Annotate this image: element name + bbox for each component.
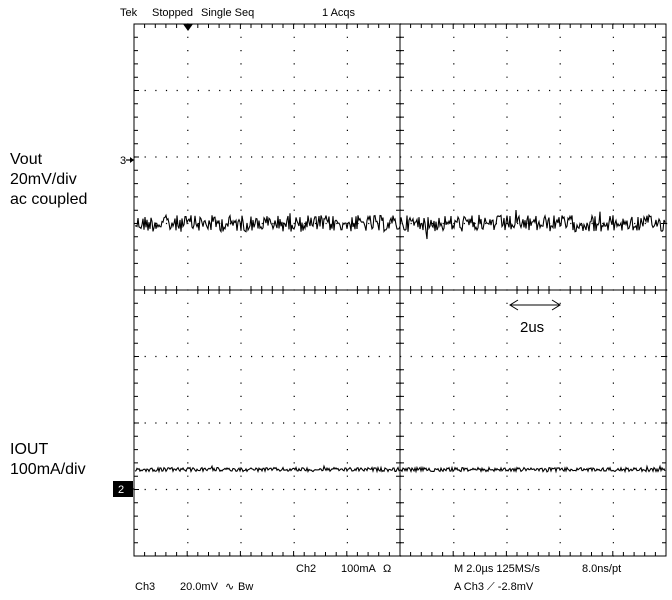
ch2-unit: Ω bbox=[383, 563, 391, 575]
vout-label: Vout 20mV/div ac coupled bbox=[10, 150, 87, 210]
ch3-scale: 20.0mV bbox=[180, 581, 219, 593]
ch2-marker: 2 bbox=[113, 481, 134, 497]
trigger-position-marker bbox=[183, 24, 193, 31]
brand-label: Tek bbox=[120, 7, 138, 19]
timebase-readout: M 2.0µs 125MS/s bbox=[454, 563, 540, 575]
time-span-arrow bbox=[509, 299, 561, 311]
trigger-readout: A Ch3 ⟋ -2.8mV bbox=[454, 581, 534, 593]
graticule bbox=[134, 23, 668, 557]
grid-ticks bbox=[134, 24, 666, 556]
vout-label-name: Vout bbox=[10, 151, 43, 168]
iout-label-scale: 100mA/div bbox=[10, 461, 86, 478]
ch3-coupling-icon: ∿ bbox=[225, 581, 234, 593]
mode-label: Single Seq bbox=[201, 7, 254, 19]
ch3-marker: 3 bbox=[120, 155, 134, 167]
status-label: Stopped bbox=[152, 7, 193, 19]
trace-layer bbox=[134, 209, 666, 474]
iout-label: IOUT 100mA/div bbox=[10, 440, 86, 480]
ch3-name: Ch3 bbox=[135, 581, 155, 593]
record-readout: 8.0ns/pt bbox=[582, 563, 621, 575]
iout-label-name: IOUT bbox=[10, 441, 49, 458]
ch3-marker-label: 3 bbox=[120, 155, 126, 167]
ch3-bw-limit: Bw bbox=[238, 581, 253, 593]
vout-label-coupling: ac coupled bbox=[10, 191, 88, 208]
trace-vout bbox=[134, 209, 666, 240]
trace-iout bbox=[134, 464, 666, 474]
acqs-label: 1 Acqs bbox=[322, 7, 356, 19]
ch2-scale: 100mA bbox=[341, 563, 377, 575]
ch2-name: Ch2 bbox=[296, 563, 316, 575]
time-span-label: 2us bbox=[520, 319, 544, 336]
ch2-marker-label: 2 bbox=[118, 484, 124, 496]
vout-label-scale: 20mV/div bbox=[10, 171, 77, 188]
